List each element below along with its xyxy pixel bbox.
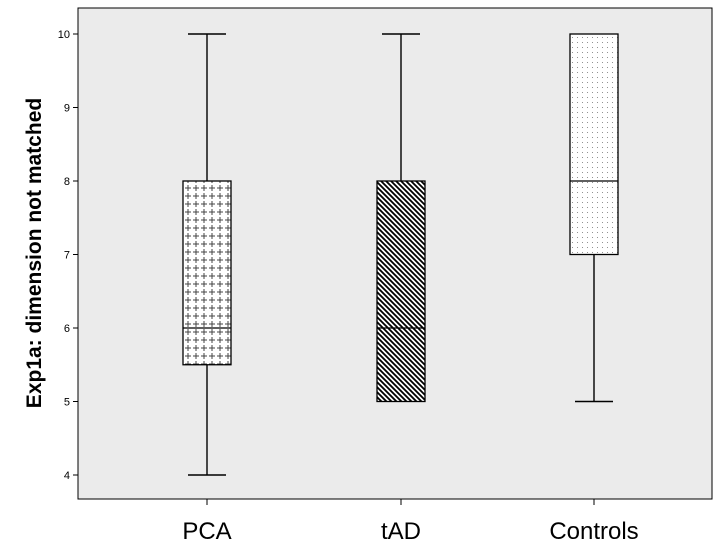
y-tick-label: 5 [64, 397, 70, 409]
iqr-box [376, 180, 426, 403]
y-tick-label: 6 [64, 323, 70, 335]
x-axis: PCA tAD Controls [182, 499, 639, 545]
box-controls [569, 33, 619, 403]
y-axis: 4 5 6 7 8 9 10 [58, 29, 78, 482]
box-pca [182, 33, 232, 476]
x-tick-label: Controls [549, 518, 638, 545]
y-tick-label: 7 [64, 250, 70, 262]
box-tad [376, 33, 426, 403]
boxes [182, 33, 619, 476]
x-tick-label: tAD [381, 518, 421, 545]
y-tick-label: 10 [58, 29, 70, 41]
iqr-box [569, 33, 619, 256]
y-tick-label: 9 [64, 103, 70, 115]
y-tick-label: 8 [64, 176, 70, 188]
x-tick-label: PCA [182, 518, 231, 545]
y-axis-label: Exp1a: dimension not matched [23, 98, 46, 408]
iqr-box [182, 180, 232, 366]
y-tick-label: 4 [64, 470, 70, 482]
